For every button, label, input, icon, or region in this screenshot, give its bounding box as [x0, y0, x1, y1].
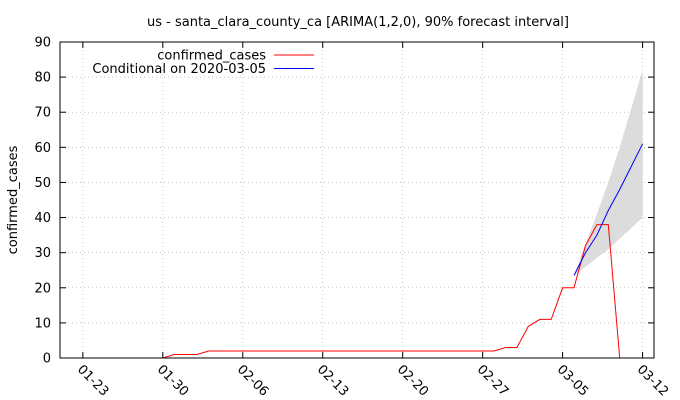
- y-tick-label: 50: [34, 176, 51, 191]
- x-tick-label: 01-23: [74, 362, 111, 399]
- y-tick-labels: 0 10 20 30 40 50 60 70 80 90: [34, 36, 51, 367]
- x-tick-label: 03-05: [554, 362, 591, 399]
- forecast-interval-group: [574, 70, 643, 276]
- series-lines-group: [162, 143, 644, 359]
- forecast-interval-band: [574, 70, 643, 276]
- y-tick-label: 60: [34, 141, 51, 156]
- legend-label: confirmed_cases: [157, 49, 266, 64]
- legend-label: Conditional on 2020-03-05: [92, 62, 266, 77]
- x-tick-label: 02-27: [474, 362, 511, 399]
- x-tick-labels: 01-23 01-30 02-06 02-13 02-20 02-27 03-05 03-12: [74, 362, 671, 399]
- x-tick-label: 01-30: [154, 362, 191, 399]
- x-tick-label: 02-20: [394, 362, 431, 399]
- plot-frame: [59, 41, 655, 359]
- y-axis-label: confirmed_cases: [6, 145, 21, 254]
- chart-title: us - santa_clara_county_ca [ARIMA(1,2,0)…: [147, 15, 569, 30]
- x-tick-label: 02-13: [314, 362, 351, 399]
- x-tick-label: 02-06: [234, 362, 271, 399]
- series-line-confirmed-cases: [162, 224, 621, 359]
- y-tick-label: 10: [34, 316, 51, 331]
- y-tick-label: 0: [43, 352, 51, 367]
- y-tick-label: 80: [34, 71, 51, 86]
- y-tick-label: 90: [34, 36, 51, 51]
- gridlines: [60, 42, 654, 358]
- series-line-conditional-forecast: [573, 143, 644, 276]
- y-tick-label: 40: [34, 211, 51, 226]
- y-tick-label: 30: [34, 246, 51, 261]
- y-tick-label: 70: [34, 106, 51, 121]
- x-tick-label: 03-12: [634, 362, 671, 399]
- y-tick-label: 20: [34, 281, 51, 296]
- tick-marks: [60, 41, 654, 359]
